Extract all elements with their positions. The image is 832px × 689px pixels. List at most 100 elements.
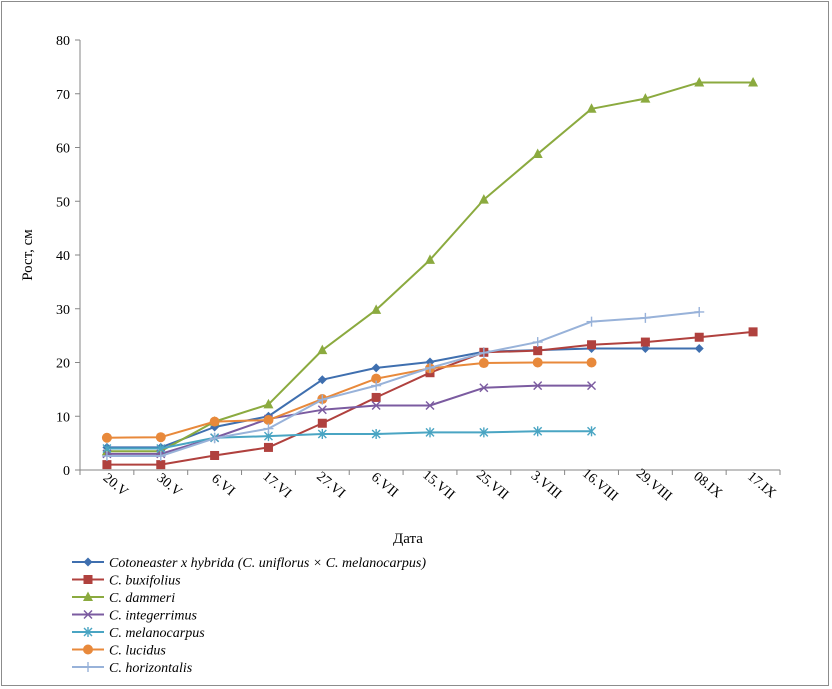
data-point — [748, 76, 759, 87]
data-point — [640, 93, 651, 103]
x-tick-label: 27.VI — [313, 469, 348, 501]
data-point — [155, 432, 166, 443]
legend: Cotoneaster x hybrida (C. uniflorus × C.… — [72, 556, 426, 676]
data-point — [640, 337, 650, 347]
data-point — [317, 375, 327, 385]
x-tick-label: 08.IX — [690, 469, 724, 501]
legend-label: C. horizontalis — [109, 661, 193, 676]
x-tick-label: 6.VII — [368, 470, 401, 501]
data-point — [371, 363, 381, 373]
data-point — [263, 423, 274, 434]
series-layer — [101, 76, 759, 470]
data-point — [478, 358, 489, 369]
legend-marker — [83, 662, 93, 672]
series-6 — [101, 306, 705, 462]
x-tick-label: 15.VII — [419, 468, 457, 503]
data-point — [586, 103, 597, 113]
legend-item-1: C. buxifolius — [72, 574, 181, 589]
legend-label: C. lucidus — [109, 644, 166, 659]
data-point — [587, 381, 597, 391]
data-point — [210, 450, 220, 460]
data-point — [533, 346, 543, 356]
x-tick-label: 3.VIII — [528, 468, 564, 502]
legend-marker — [83, 557, 93, 567]
series-0 — [102, 344, 704, 452]
data-point — [533, 426, 543, 437]
data-point — [532, 357, 543, 368]
data-point — [371, 304, 382, 314]
x-tick-label: 20.V — [100, 471, 131, 500]
y-tick-label: 10 — [56, 410, 70, 425]
x-axis-title: Дата — [393, 531, 423, 547]
data-point — [263, 415, 274, 426]
data-point — [478, 194, 489, 204]
data-point — [317, 344, 328, 355]
axes — [75, 39, 781, 475]
data-point — [587, 426, 597, 437]
data-point — [155, 451, 166, 462]
series-line — [106, 430, 592, 450]
series-line — [106, 330, 754, 466]
series-line — [106, 310, 700, 458]
x-tick-label: 17.VI — [260, 469, 295, 501]
x-tick-label: 29.VIII — [633, 466, 675, 504]
legend-item-2: C. dammeri — [72, 591, 175, 606]
data-point — [371, 380, 382, 391]
y-tick-labels: 0 10 20 30 40 50 60 70 80 — [56, 34, 70, 479]
data-point — [263, 398, 274, 409]
data-point — [425, 362, 435, 373]
data-point — [101, 451, 112, 462]
data-point — [317, 405, 327, 415]
data-point — [748, 327, 758, 337]
data-point — [101, 432, 112, 443]
y-tick-label: 70 — [56, 88, 70, 103]
data-point — [156, 460, 166, 470]
data-point — [209, 416, 220, 427]
data-point — [371, 392, 381, 402]
legend-item-5: C. lucidus — [72, 644, 166, 659]
data-point — [263, 442, 273, 452]
legend-item-3: C. integerrimus — [72, 609, 197, 624]
data-point — [479, 383, 489, 393]
data-point — [425, 254, 435, 264]
data-point — [371, 373, 382, 384]
data-point — [694, 306, 705, 317]
y-tick-label: 60 — [56, 142, 70, 157]
x-tick-label: 30.V — [154, 471, 185, 500]
x-tick-label: 25.VII — [473, 468, 511, 503]
data-point — [317, 428, 327, 439]
y-tick-label: 30 — [56, 303, 70, 318]
data-point — [694, 76, 705, 87]
data-point — [209, 433, 220, 444]
data-point — [694, 332, 704, 342]
x-tick-label: 16.VIII — [579, 466, 621, 504]
legend-marker — [83, 610, 93, 619]
legend-label: C. buxifolius — [109, 574, 181, 589]
data-point — [317, 418, 327, 428]
series-line — [106, 384, 592, 455]
y-tick-label: 80 — [56, 34, 70, 49]
legend-item-4: C. melanocarpus — [72, 626, 205, 641]
data-point — [532, 148, 543, 158]
legend-item-6: C. horizontalis — [72, 661, 193, 676]
x-tick-label: 6.VI — [208, 471, 237, 499]
series-5 — [101, 357, 597, 443]
series-2 — [101, 76, 759, 456]
x-tick-labels: 20.V 30.V 6.VI 17.VI 27.VI 6.VII 15.VII 25.VII 3… — [100, 466, 779, 504]
data-point — [694, 344, 704, 354]
data-point — [317, 394, 328, 405]
legend-label: C. melanocarpus — [109, 626, 205, 641]
legend-marker — [83, 575, 93, 584]
y-tick-label: 20 — [56, 357, 70, 372]
legend-label: Cotoneaster x hybrida (C. uniflorus × C.… — [109, 556, 426, 571]
series-line — [106, 81, 754, 453]
legend-label: C. integerrimus — [109, 609, 197, 624]
legend-marker — [83, 627, 93, 637]
data-point — [425, 401, 435, 410]
series-line — [106, 361, 592, 439]
data-point — [640, 312, 651, 323]
data-point — [479, 427, 489, 438]
y-tick-label: 40 — [56, 249, 70, 264]
